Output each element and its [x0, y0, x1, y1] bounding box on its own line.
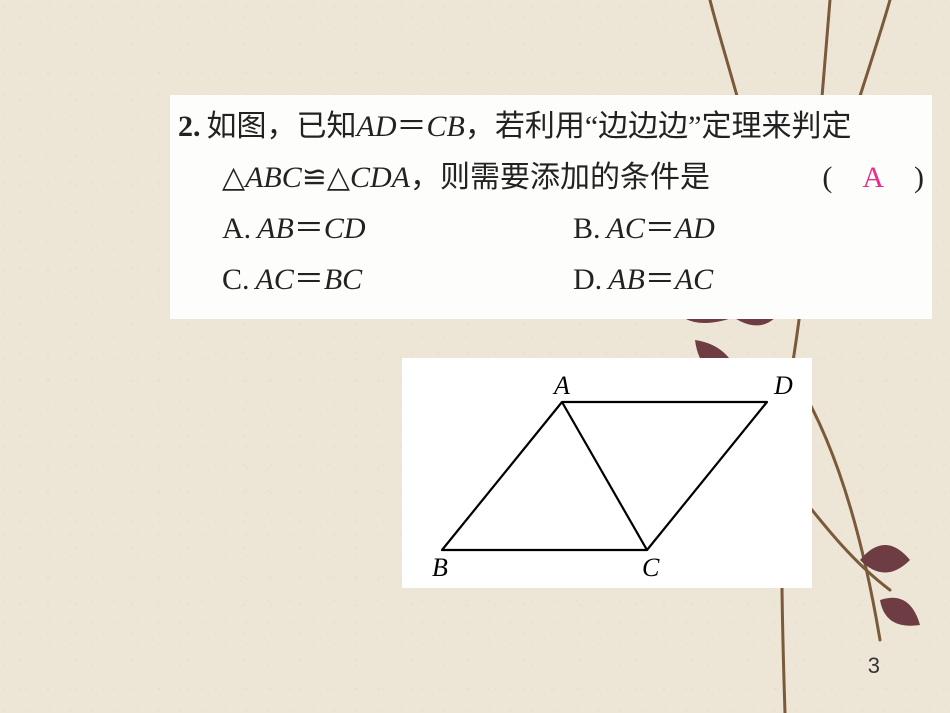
- math-var: CDA: [350, 152, 410, 203]
- congruent-symbol: ≌: [302, 152, 327, 203]
- math-var: AB: [257, 203, 294, 254]
- text-segment: 如图，已知: [207, 101, 357, 152]
- option-d: D. AB ＝ AC: [573, 254, 924, 305]
- math-op: ＝: [645, 254, 675, 305]
- option-a: A. AB ＝ CD: [222, 203, 573, 254]
- text-segment: ，则需要添加的条件是: [410, 152, 710, 203]
- text-segment: ，若利用“边边边”定理来判定: [465, 101, 852, 152]
- correct-answer: A: [862, 161, 884, 194]
- figure-block: A D B C: [402, 358, 812, 588]
- paren-open: (: [822, 161, 862, 194]
- question-line-2: △ ABC ≌ △ CDA ，则需要添加的条件是 ( A ): [178, 152, 924, 203]
- option-label: D.: [573, 254, 602, 305]
- option-label: A.: [222, 203, 251, 254]
- option-label: C.: [222, 254, 250, 305]
- math-var: AD: [675, 203, 715, 254]
- math-var: ABC: [245, 152, 302, 203]
- answer-paren: ( A ): [822, 152, 924, 203]
- math-var: BC: [324, 254, 362, 305]
- math-var: AC: [607, 203, 645, 254]
- math-op: ＝: [294, 254, 324, 305]
- math-op: ＝: [397, 101, 427, 152]
- question-line-1: 2. 如图，已知 AD ＝ CB ，若利用“边边边”定理来判定: [178, 101, 924, 152]
- math-var: AB: [608, 254, 645, 305]
- math-var: AC: [675, 254, 713, 305]
- svg-text:D: D: [773, 371, 793, 400]
- page-number: 3: [868, 653, 880, 679]
- math-var: AC: [256, 254, 294, 305]
- option-label: B.: [573, 203, 601, 254]
- parallelogram-figure: A D B C: [402, 358, 812, 588]
- triangle-symbol: △: [222, 152, 245, 203]
- math-var: CB: [427, 101, 465, 152]
- option-b: B. AC ＝ AD: [573, 203, 924, 254]
- svg-text:C: C: [642, 553, 660, 582]
- math-op: ＝: [294, 203, 324, 254]
- option-c: C. AC ＝ BC: [222, 254, 573, 305]
- triangle-symbol: △: [327, 152, 350, 203]
- svg-text:B: B: [432, 553, 448, 582]
- question-number: 2.: [178, 101, 201, 152]
- svg-text:A: A: [552, 371, 570, 400]
- math-op: ＝: [645, 203, 675, 254]
- question-block: 2. 如图，已知 AD ＝ CB ，若利用“边边边”定理来判定 △ ABC ≌ …: [170, 95, 932, 319]
- paren-close: ): [884, 161, 924, 194]
- math-var: AD: [357, 101, 397, 152]
- options: A. AB ＝ CD B. AC ＝ AD C. AC ＝ BC D. AB ＝…: [178, 203, 924, 305]
- math-var: CD: [324, 203, 366, 254]
